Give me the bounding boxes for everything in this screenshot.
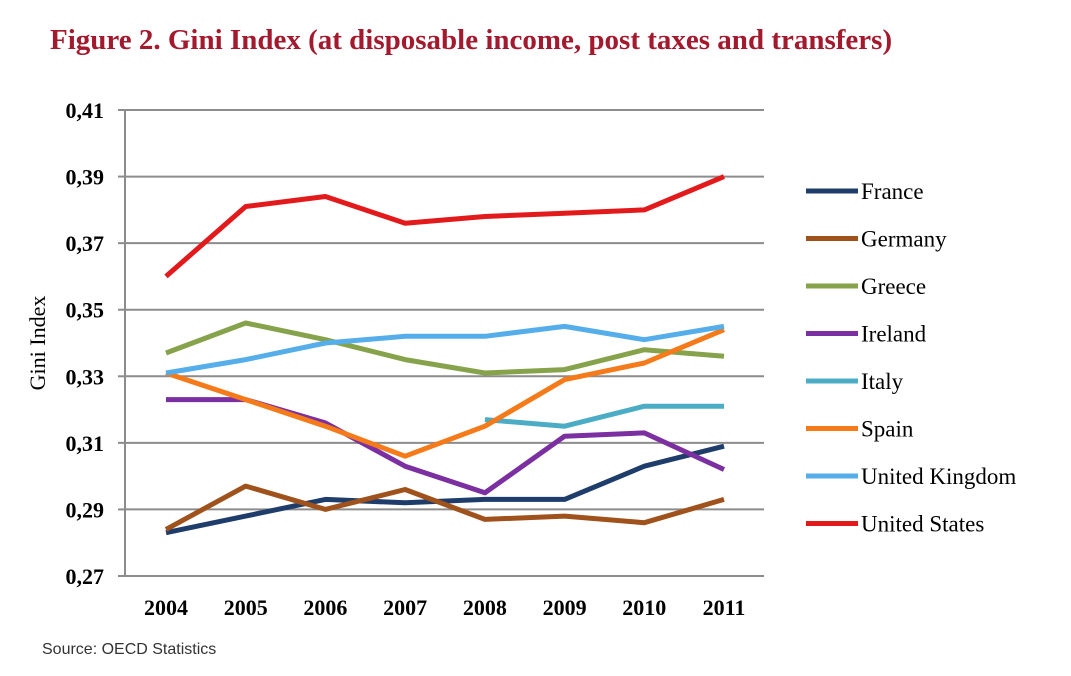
legend: France Germany Greece Ireland Italy Spain Unit… (806, 179, 1016, 537)
x-tick-label: 2008 (463, 595, 507, 620)
axes (124, 110, 764, 577)
y-axis-label: Gini Index (25, 296, 50, 391)
series-line-greece (165, 320, 725, 376)
x-tick-label: 2005 (224, 595, 268, 620)
x-tick-label: 2009 (543, 595, 587, 620)
legend-label-france: France (861, 179, 924, 204)
y-tick-label: 0,33 (66, 364, 105, 389)
y-tick-label: 0,31 (66, 431, 105, 456)
series-line-united-states (164, 174, 725, 279)
y-tick-labels: 0,27 0,29 0,31 0,33 0,35 0,37 0,39 0,41 (66, 98, 105, 589)
legend-label-spain: Spain (861, 417, 914, 442)
y-tick-label: 0,41 (66, 98, 105, 123)
x-tick-label: 2006 (303, 595, 347, 620)
x-tick-labels: 2004 2005 2006 2007 2008 2009 2010 2011 (144, 595, 745, 620)
y-tick-label: 0,37 (66, 231, 105, 256)
legend-label-ireland: Ireland (861, 322, 927, 347)
series-line-italy (484, 403, 724, 429)
x-tick-label: 2010 (622, 595, 666, 620)
series-lines (164, 174, 726, 536)
figure-title: Figure 2. Gini Index (at disposable inco… (50, 24, 893, 56)
x-tick-label: 2011 (703, 595, 746, 620)
legend-label-greece: Greece (861, 274, 926, 299)
source-note: Source: OECD Statistics (42, 641, 217, 658)
legend-label-united-kingdom: United Kingdom (861, 464, 1016, 489)
series-line-ireland (166, 397, 726, 496)
x-tick-label: 2007 (383, 595, 427, 620)
series-line-germany (164, 483, 725, 532)
gridlines (118, 109, 764, 577)
y-tick-label: 0,35 (66, 298, 105, 323)
y-tick-label: 0,39 (66, 165, 105, 190)
x-tick-label: 2004 (144, 595, 188, 620)
series-line-france (165, 443, 725, 536)
legend-label-italy: Italy (861, 369, 904, 394)
y-tick-label: 0,27 (66, 564, 105, 589)
series-line-united-kingdom (165, 323, 725, 376)
legend-label-germany: Germany (861, 227, 947, 252)
legend-label-united-states: United States (861, 512, 984, 537)
y-tick-label: 0,29 (66, 497, 105, 522)
series-line-spain (165, 327, 725, 459)
